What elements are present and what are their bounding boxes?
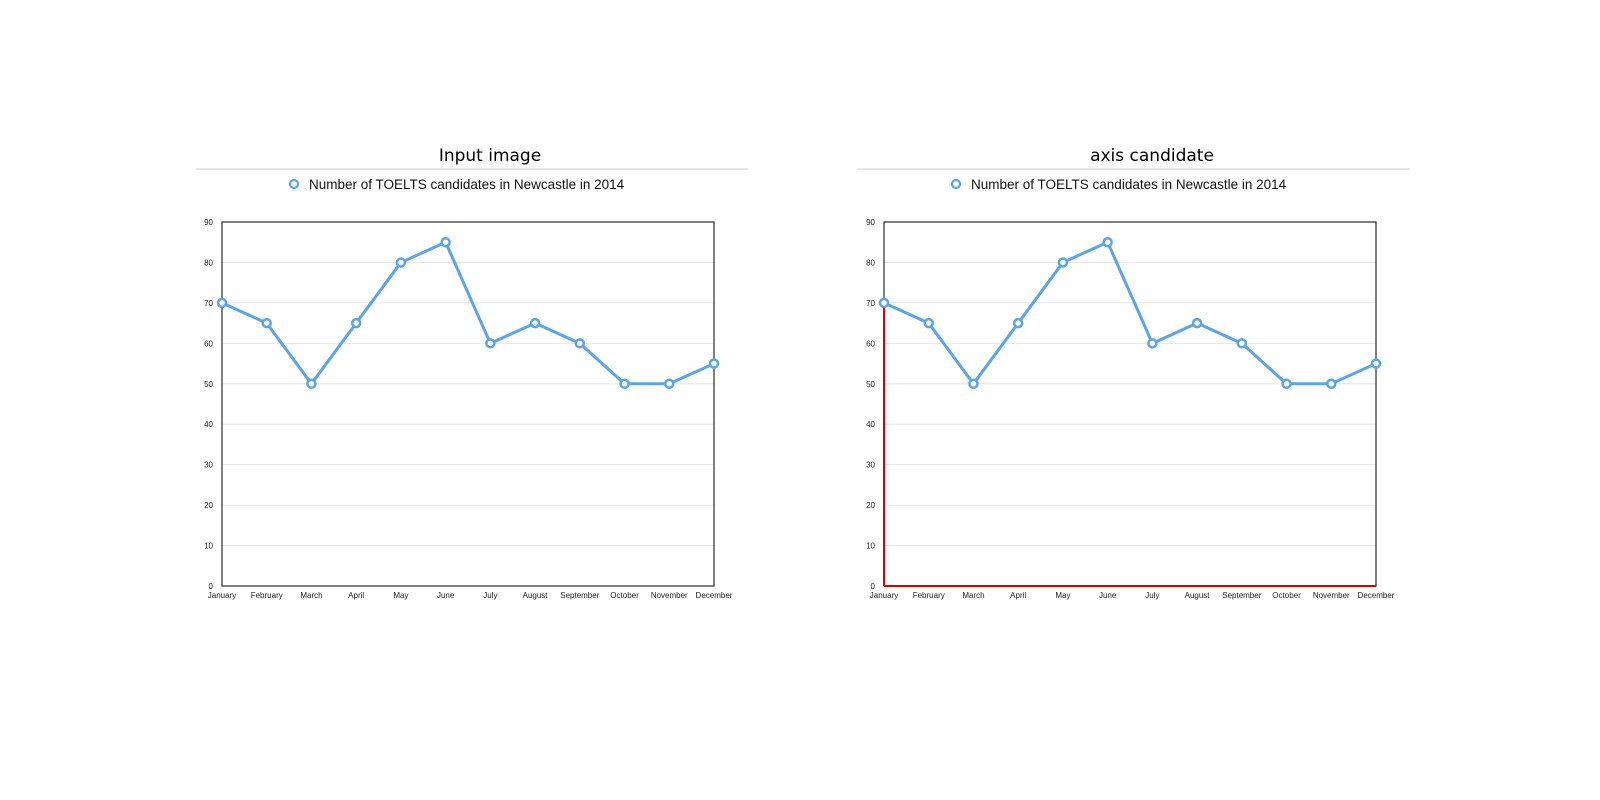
x-tick-label: February bbox=[913, 591, 945, 600]
x-tick-label: July bbox=[1145, 591, 1159, 600]
data-point bbox=[485, 338, 496, 349]
x-tick-label: December bbox=[1358, 591, 1395, 600]
x-tick-label: March bbox=[962, 591, 984, 600]
data-point bbox=[395, 257, 407, 268]
y-tick-label: 60 bbox=[866, 339, 875, 348]
data-point bbox=[619, 378, 630, 390]
data-point bbox=[574, 338, 586, 349]
panel-axis-candidate: axis candidate Number of TOELTS candidat… bbox=[852, 140, 1452, 620]
x-tick-label: August bbox=[523, 591, 549, 600]
x-tick-label: January bbox=[208, 591, 236, 600]
x-tick-label: August bbox=[1185, 591, 1211, 600]
y-tick-label: 0 bbox=[871, 582, 876, 591]
legend-marker bbox=[950, 178, 962, 190]
y-tick-label: 10 bbox=[204, 542, 213, 551]
x-tick-label: April bbox=[1010, 591, 1026, 600]
data-point bbox=[1012, 317, 1024, 329]
x-tick-label: January bbox=[870, 591, 898, 600]
y-tick-label: 60 bbox=[204, 339, 213, 348]
x-tick-label: September bbox=[1222, 591, 1261, 600]
x-tick-label: June bbox=[1099, 591, 1117, 600]
x-tick-label: December bbox=[696, 591, 733, 600]
legend-label: Number of TOELTS candidates in Newcastle… bbox=[309, 177, 625, 192]
data-point bbox=[1326, 378, 1337, 390]
data-point bbox=[1147, 338, 1158, 349]
y-tick-label: 80 bbox=[866, 258, 875, 267]
legend: Number of TOELTS candidates in Newcastle… bbox=[950, 177, 1287, 192]
y-tick-label: 70 bbox=[204, 299, 213, 308]
panel-title: Input image bbox=[438, 146, 542, 166]
data-point bbox=[664, 378, 675, 390]
legend-marker bbox=[288, 178, 300, 190]
x-tick-label: September bbox=[560, 591, 599, 600]
data-point bbox=[440, 236, 451, 248]
data-point bbox=[1236, 338, 1248, 349]
data-point bbox=[1102, 236, 1113, 248]
y-tick-label: 50 bbox=[866, 380, 875, 389]
y-tick-label: 10 bbox=[866, 542, 875, 551]
x-tick-label: October bbox=[610, 591, 639, 600]
legend-label: Number of TOELTS candidates in Newcastle… bbox=[971, 177, 1287, 192]
data-point bbox=[350, 317, 362, 329]
x-tick-label: November bbox=[651, 591, 688, 600]
plot-frame bbox=[221, 221, 715, 587]
data-point bbox=[708, 358, 720, 369]
y-tick-label: 0 bbox=[209, 582, 214, 591]
data-point bbox=[306, 378, 317, 390]
y-tick-label: 30 bbox=[866, 461, 875, 470]
data-point bbox=[261, 317, 272, 329]
legend: Number of TOELTS candidates in Newcastle… bbox=[288, 177, 625, 192]
data-point bbox=[1370, 358, 1382, 369]
y-tick-label: 40 bbox=[866, 420, 875, 429]
y-tick-label: 70 bbox=[866, 299, 875, 308]
data-point bbox=[1281, 378, 1292, 390]
x-tick-label: October bbox=[1272, 591, 1301, 600]
plot-frame bbox=[883, 221, 1377, 587]
chart-input-image: Number of TOELTS candidates in Newcastle… bbox=[196, 168, 748, 600]
series-line bbox=[883, 240, 1377, 386]
data-point bbox=[1057, 257, 1069, 268]
x-tick-label: March bbox=[300, 591, 322, 600]
y-tick-label: 80 bbox=[204, 258, 213, 267]
data-point bbox=[923, 317, 934, 329]
chart-axis-candidate: Number of TOELTS candidates in Newcastle… bbox=[858, 168, 1410, 600]
data-point bbox=[529, 317, 541, 329]
data-point bbox=[216, 297, 228, 309]
y-tick-label: 30 bbox=[204, 461, 213, 470]
y-tick-label: 50 bbox=[204, 380, 213, 389]
y-tick-label: 20 bbox=[204, 501, 213, 510]
data-point bbox=[878, 297, 890, 309]
data-point bbox=[1191, 317, 1203, 329]
y-tick-label: 90 bbox=[204, 218, 213, 227]
panel-input-image: Input image Number of TOELTS candidates … bbox=[190, 140, 790, 620]
y-tick-label: 90 bbox=[866, 218, 875, 227]
x-tick-label: May bbox=[393, 591, 408, 600]
x-tick-label: April bbox=[348, 591, 364, 600]
series-line bbox=[221, 240, 715, 386]
x-tick-label: May bbox=[1055, 591, 1070, 600]
x-tick-label: June bbox=[437, 591, 455, 600]
data-point bbox=[968, 378, 979, 390]
panel-title: axis candidate bbox=[1090, 146, 1214, 166]
x-tick-label: July bbox=[483, 591, 497, 600]
x-tick-label: November bbox=[1313, 591, 1350, 600]
y-tick-label: 40 bbox=[204, 420, 213, 429]
x-tick-label: February bbox=[251, 591, 283, 600]
y-tick-label: 20 bbox=[866, 501, 875, 510]
